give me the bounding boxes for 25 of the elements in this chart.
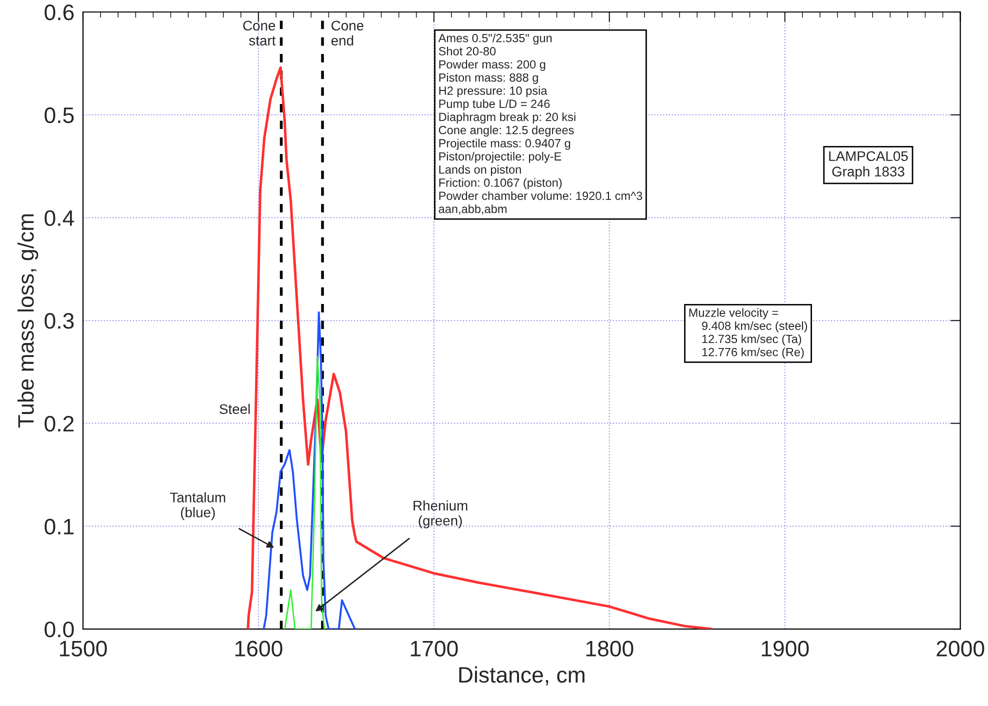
annotation: Rhenium (green) — [414, 500, 468, 528]
y-tick-label: 0.3 — [44, 313, 74, 329]
x-tick-label: 1700 — [410, 640, 458, 656]
ref-line-label: Cone end — [331, 20, 364, 46]
x-tick-label: 1600 — [235, 640, 282, 656]
y-tick-label: 0.0 — [44, 622, 74, 638]
x-tick-label: 2000 — [936, 640, 984, 656]
annotation: Tantalum (blue) — [170, 492, 226, 520]
line-series — [262, 311, 356, 630]
annotation: LAMPCAL05 Graph 1833 — [829, 151, 908, 180]
annotation: Steel — [220, 404, 250, 414]
line-series — [284, 356, 325, 630]
y-tick-label: 0.1 — [44, 518, 74, 534]
y-tick-label: 0.2 — [44, 416, 74, 432]
y-tick-label: 0.4 — [44, 210, 74, 226]
text: Ames 0.5"/2.535" gun Shot 20-80 Powder mass: 200 g Piston mass: 888 g H2 pressure: 10 psia Pump tube L/D = 246 Diaphragm break p: 20 ksi Cone angle: 12.5 degrees Projectile mass: 0.9407 g Piston/projectile: poly-E Lands on piston Friction: 0.1067 (piston) Powder chamber volume: 1920.1 cm^3 aan,abb,abm — [438, 34, 642, 215]
y-axis-title: Tube mass loss, g/cm — [18, 214, 38, 428]
x-tick-label: 1800 — [586, 640, 634, 656]
annotation: Muzzle velocity = 9.408 km/sec (steel) 12.735 km/sec (Ta) 12.776 km/sec (Re) — [689, 308, 808, 359]
y-tick-label: 0.6 — [44, 4, 74, 20]
y-tick-label: 0.5 — [44, 107, 74, 124]
x-tick-label: 1500 — [60, 640, 107, 656]
x-axis-title: Distance, cm — [459, 666, 584, 686]
x-tick-label: 1900 — [762, 640, 809, 656]
ref-line-label: Cone start — [243, 20, 276, 46]
